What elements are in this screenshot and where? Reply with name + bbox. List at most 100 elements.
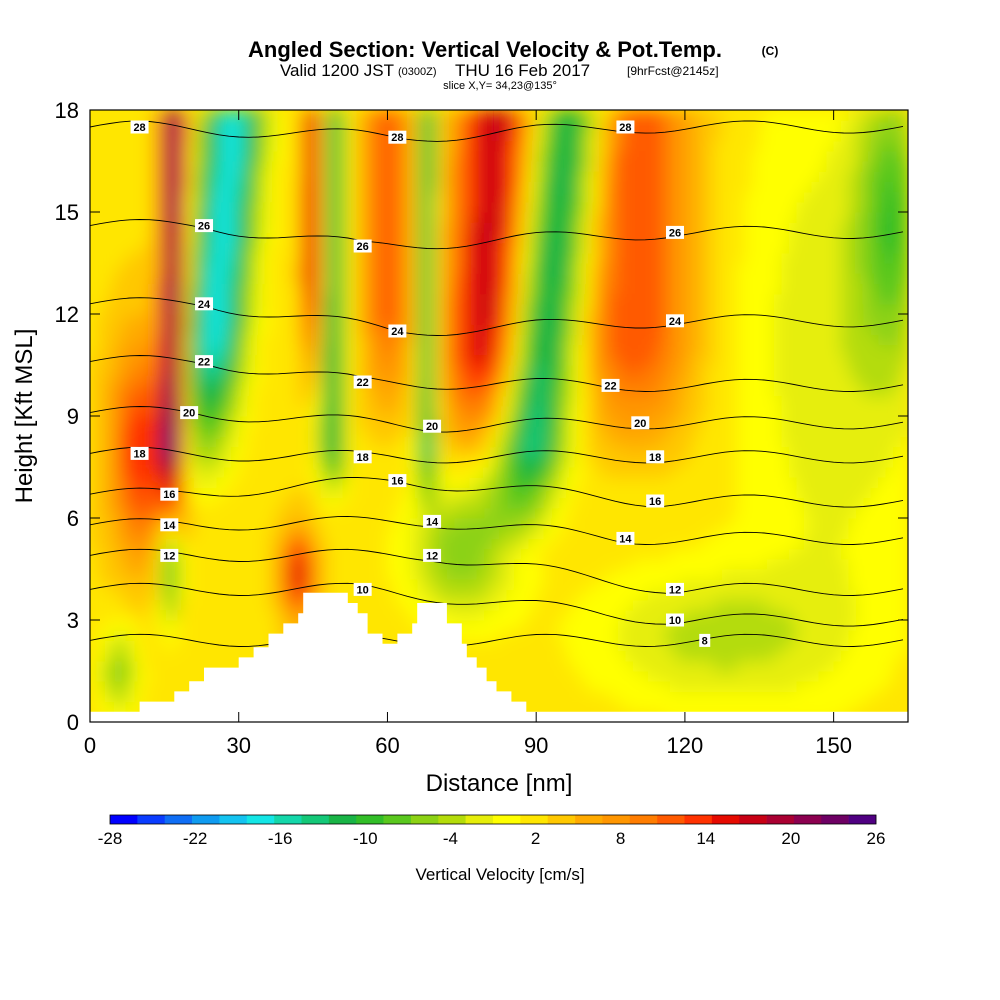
velocity-cell (499, 446, 508, 458)
velocity-cell (223, 620, 232, 631)
velocity-cell (104, 487, 113, 499)
velocity-cell (506, 589, 515, 601)
velocity-cell (484, 630, 493, 641)
velocity-cell (580, 293, 589, 305)
velocity-cell (603, 477, 612, 488)
velocity-cell (305, 303, 314, 315)
velocity-cell (409, 150, 418, 162)
velocity-cell (261, 140, 270, 152)
velocity-cell (536, 344, 545, 356)
velocity-cell (216, 426, 225, 437)
velocity-cell (499, 334, 508, 346)
velocity-cell (365, 395, 374, 407)
velocity-cell (432, 283, 441, 295)
velocity-cell (521, 150, 530, 162)
velocity-cell (565, 303, 574, 315)
velocity-cell (588, 365, 597, 376)
velocity-cell (104, 507, 113, 519)
velocity-cell (171, 538, 180, 550)
velocity-cell (655, 181, 664, 193)
velocity-cell (543, 558, 552, 570)
velocity-cell (610, 467, 619, 478)
velocity-cell (424, 354, 433, 366)
velocity-cell (231, 620, 240, 631)
velocity-cell (632, 660, 641, 672)
velocity-cell (513, 222, 522, 233)
velocity-cell (119, 181, 128, 193)
velocity-cell (491, 426, 500, 437)
velocity-cell (670, 630, 679, 641)
velocity-cell (461, 283, 470, 295)
velocity-cell (171, 416, 180, 427)
velocity-cell (246, 487, 255, 499)
velocity-cell (684, 589, 693, 601)
velocity-cell (699, 395, 708, 407)
velocity-cell (543, 579, 552, 590)
velocity-cell (208, 110, 218, 121)
velocity-cell (357, 273, 366, 284)
velocity-cell (298, 222, 307, 233)
velocity-cell (580, 120, 589, 131)
velocity-cell (320, 416, 329, 427)
velocity-cell (387, 456, 396, 468)
velocity-cell (699, 232, 708, 244)
velocity-cell (595, 385, 604, 397)
velocity-cell (476, 620, 485, 631)
velocity-cell (90, 130, 99, 142)
velocity-cell (573, 293, 582, 305)
velocity-cell (536, 436, 545, 448)
velocity-cell (640, 528, 649, 539)
velocity-cell (558, 232, 567, 244)
velocity-cell (171, 365, 180, 376)
velocity-cell (640, 161, 649, 172)
velocity-cell (97, 477, 106, 488)
velocity-cell (595, 589, 604, 601)
velocity-cell (677, 538, 686, 550)
velocity-cell (580, 599, 589, 611)
velocity-cell (536, 620, 545, 631)
velocity-cell (662, 569, 671, 580)
velocity-cell (424, 314, 433, 325)
velocity-cell (305, 497, 314, 509)
velocity-cell (662, 650, 671, 662)
velocity-cell (506, 171, 515, 182)
velocity-cell (670, 120, 679, 131)
velocity-cell (684, 436, 693, 448)
velocity-cell (543, 548, 552, 560)
velocity-cell (365, 130, 374, 142)
velocity-cell (119, 497, 128, 509)
velocity-cell (647, 426, 656, 437)
velocity-cell (595, 365, 604, 376)
velocity-cell (238, 140, 247, 152)
velocity-cell (104, 212, 113, 223)
velocity-cell (543, 222, 552, 233)
velocity-cell (216, 620, 225, 631)
velocity-cell (186, 599, 195, 611)
velocity-cell (536, 120, 545, 131)
velocity-cell (521, 110, 530, 121)
velocity-cell (580, 446, 589, 458)
velocity-cell (536, 650, 545, 662)
velocity-cell (506, 354, 515, 366)
velocity-cell (521, 201, 530, 213)
velocity-cell (446, 487, 455, 499)
velocity-cell (134, 507, 143, 519)
velocity-cell (149, 263, 158, 274)
velocity-cell (298, 273, 307, 284)
velocity-cell (208, 181, 218, 193)
velocity-cell (134, 150, 143, 162)
velocity-cell (372, 589, 381, 601)
velocity-cell (394, 354, 403, 366)
velocity-cell (201, 589, 210, 601)
velocity-cell (424, 303, 433, 315)
velocity-cell (617, 701, 627, 713)
velocity-cell (625, 110, 634, 121)
velocity-cell (699, 681, 708, 692)
velocity-cell (521, 609, 530, 621)
velocity-cell (327, 273, 336, 284)
velocity-cell (327, 344, 336, 356)
velocity-cell (171, 273, 180, 284)
velocity-cell (320, 497, 329, 509)
velocity-cell (595, 456, 604, 468)
velocity-cell (625, 130, 634, 142)
